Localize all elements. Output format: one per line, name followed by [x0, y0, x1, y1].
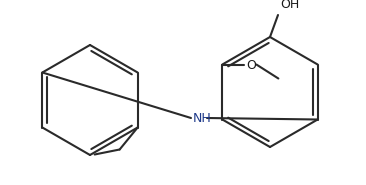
Text: O: O [246, 59, 256, 72]
Text: OH: OH [280, 0, 299, 11]
Text: NH: NH [193, 112, 212, 125]
